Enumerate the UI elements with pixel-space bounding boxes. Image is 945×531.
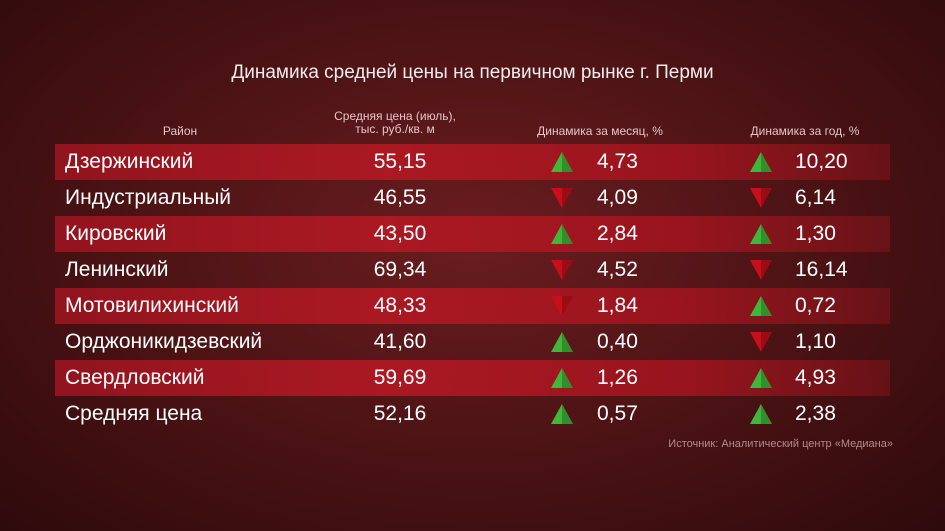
year-trend — [749, 187, 773, 209]
year-change-value: 10,20 — [795, 150, 848, 173]
price-value: 46,55 — [373, 186, 427, 209]
district-name: Свердловский — [65, 366, 205, 389]
year-trend — [749, 331, 773, 353]
month-trend — [550, 331, 574, 353]
price-value: 43,50 — [373, 222, 427, 245]
month-trend — [550, 187, 574, 209]
year-change-value: 1,10 — [795, 330, 836, 353]
triangle-up-icon — [750, 368, 772, 388]
triangle-up-icon — [750, 296, 772, 316]
month-change-value: 4,09 — [597, 186, 638, 209]
triangle-up-icon — [551, 152, 573, 172]
year-trend — [749, 151, 773, 173]
table-row: Кировский 43,50 2,84 1,30 — [55, 216, 890, 252]
triangle-up-icon — [551, 368, 573, 388]
month-change-value: 1,26 — [597, 366, 638, 389]
district-name: Средняя цена — [65, 402, 203, 425]
triangle-up-icon — [551, 224, 573, 244]
header-district: Район — [162, 124, 198, 138]
year-change-value: 1,30 — [795, 222, 836, 245]
year-change-value: 2,38 — [795, 402, 836, 425]
price-value: 48,33 — [373, 294, 427, 317]
price-value: 41,60 — [373, 330, 427, 353]
month-change-value: 2,84 — [597, 222, 638, 245]
table-row: Свердловский 59,69 1,26 4,93 — [55, 360, 890, 396]
triangle-up-icon — [551, 332, 573, 352]
district-name: Мотовилихинский — [65, 294, 239, 317]
table-row: Орджоникидзевский 41,60 0,40 1,10 — [55, 324, 890, 360]
price-value: 69,34 — [373, 258, 427, 281]
year-trend — [749, 223, 773, 245]
month-trend — [550, 259, 574, 281]
triangle-down-icon — [551, 260, 573, 280]
triangle-down-icon — [551, 296, 573, 316]
month-trend — [550, 223, 574, 245]
month-trend — [550, 367, 574, 389]
district-name: Дзержинский — [65, 150, 194, 173]
month-change-value: 4,73 — [597, 150, 638, 173]
triangle-up-icon — [750, 152, 772, 172]
price-value: 52,16 — [373, 402, 427, 425]
page-title: Динамика средней цены на первичном рынке… — [231, 62, 714, 83]
price-value: 59,69 — [373, 366, 427, 389]
district-name: Индустриальный — [65, 186, 232, 209]
triangle-down-icon — [750, 188, 772, 208]
triangle-up-icon — [750, 404, 772, 424]
month-change-value: 4,52 — [597, 258, 638, 281]
triangle-down-icon — [551, 188, 573, 208]
district-name: Орджоникидзевский — [65, 330, 263, 353]
district-name: Ленинский — [65, 258, 169, 281]
month-trend — [550, 295, 574, 317]
header-price: Средняя цена (июль), тыс. руб./кв. м — [310, 110, 480, 136]
year-trend — [749, 259, 773, 281]
header-price-line1: Средняя цена (июль), — [334, 109, 456, 123]
table-row: Дзержинский 55,15 4,73 10,20 — [55, 144, 890, 180]
table-row: Индустриальный 46,55 4,09 6,14 — [55, 180, 890, 216]
year-trend — [749, 295, 773, 317]
year-change-value: 16,14 — [795, 258, 848, 281]
triangle-down-icon — [750, 332, 772, 352]
year-trend — [749, 403, 773, 425]
district-name: Кировский — [65, 222, 167, 245]
header-price-line2: тыс. руб./кв. м — [355, 122, 435, 136]
month-change-value: 0,40 — [597, 330, 638, 353]
month-trend — [550, 403, 574, 425]
month-change-value: 0,57 — [597, 402, 638, 425]
month-trend — [550, 151, 574, 173]
triangle-down-icon — [750, 260, 772, 280]
header-month: Динамика за месяц, % — [537, 124, 663, 138]
year-change-value: 4,93 — [795, 366, 836, 389]
table-row: Ленинский 69,34 4,52 16,14 — [55, 252, 890, 288]
source-note: Источник: Аналитический центр «Медиана» — [668, 438, 893, 450]
price-table: Дзержинский 55,15 4,73 10,20 Индустриальный 4… — [55, 144, 890, 432]
month-change-value: 1,84 — [597, 294, 638, 317]
year-trend — [749, 367, 773, 389]
triangle-up-icon — [551, 404, 573, 424]
table-row: Средняя цена 52,16 0,57 2,38 — [55, 396, 890, 432]
table-row: Мотовилихинский 48,33 1,84 0,72 — [55, 288, 890, 324]
year-change-value: 6,14 — [795, 186, 836, 209]
header-year: Динамика за год, % — [750, 124, 860, 138]
triangle-up-icon — [750, 224, 772, 244]
price-value: 55,15 — [373, 150, 427, 173]
year-change-value: 0,72 — [795, 294, 836, 317]
